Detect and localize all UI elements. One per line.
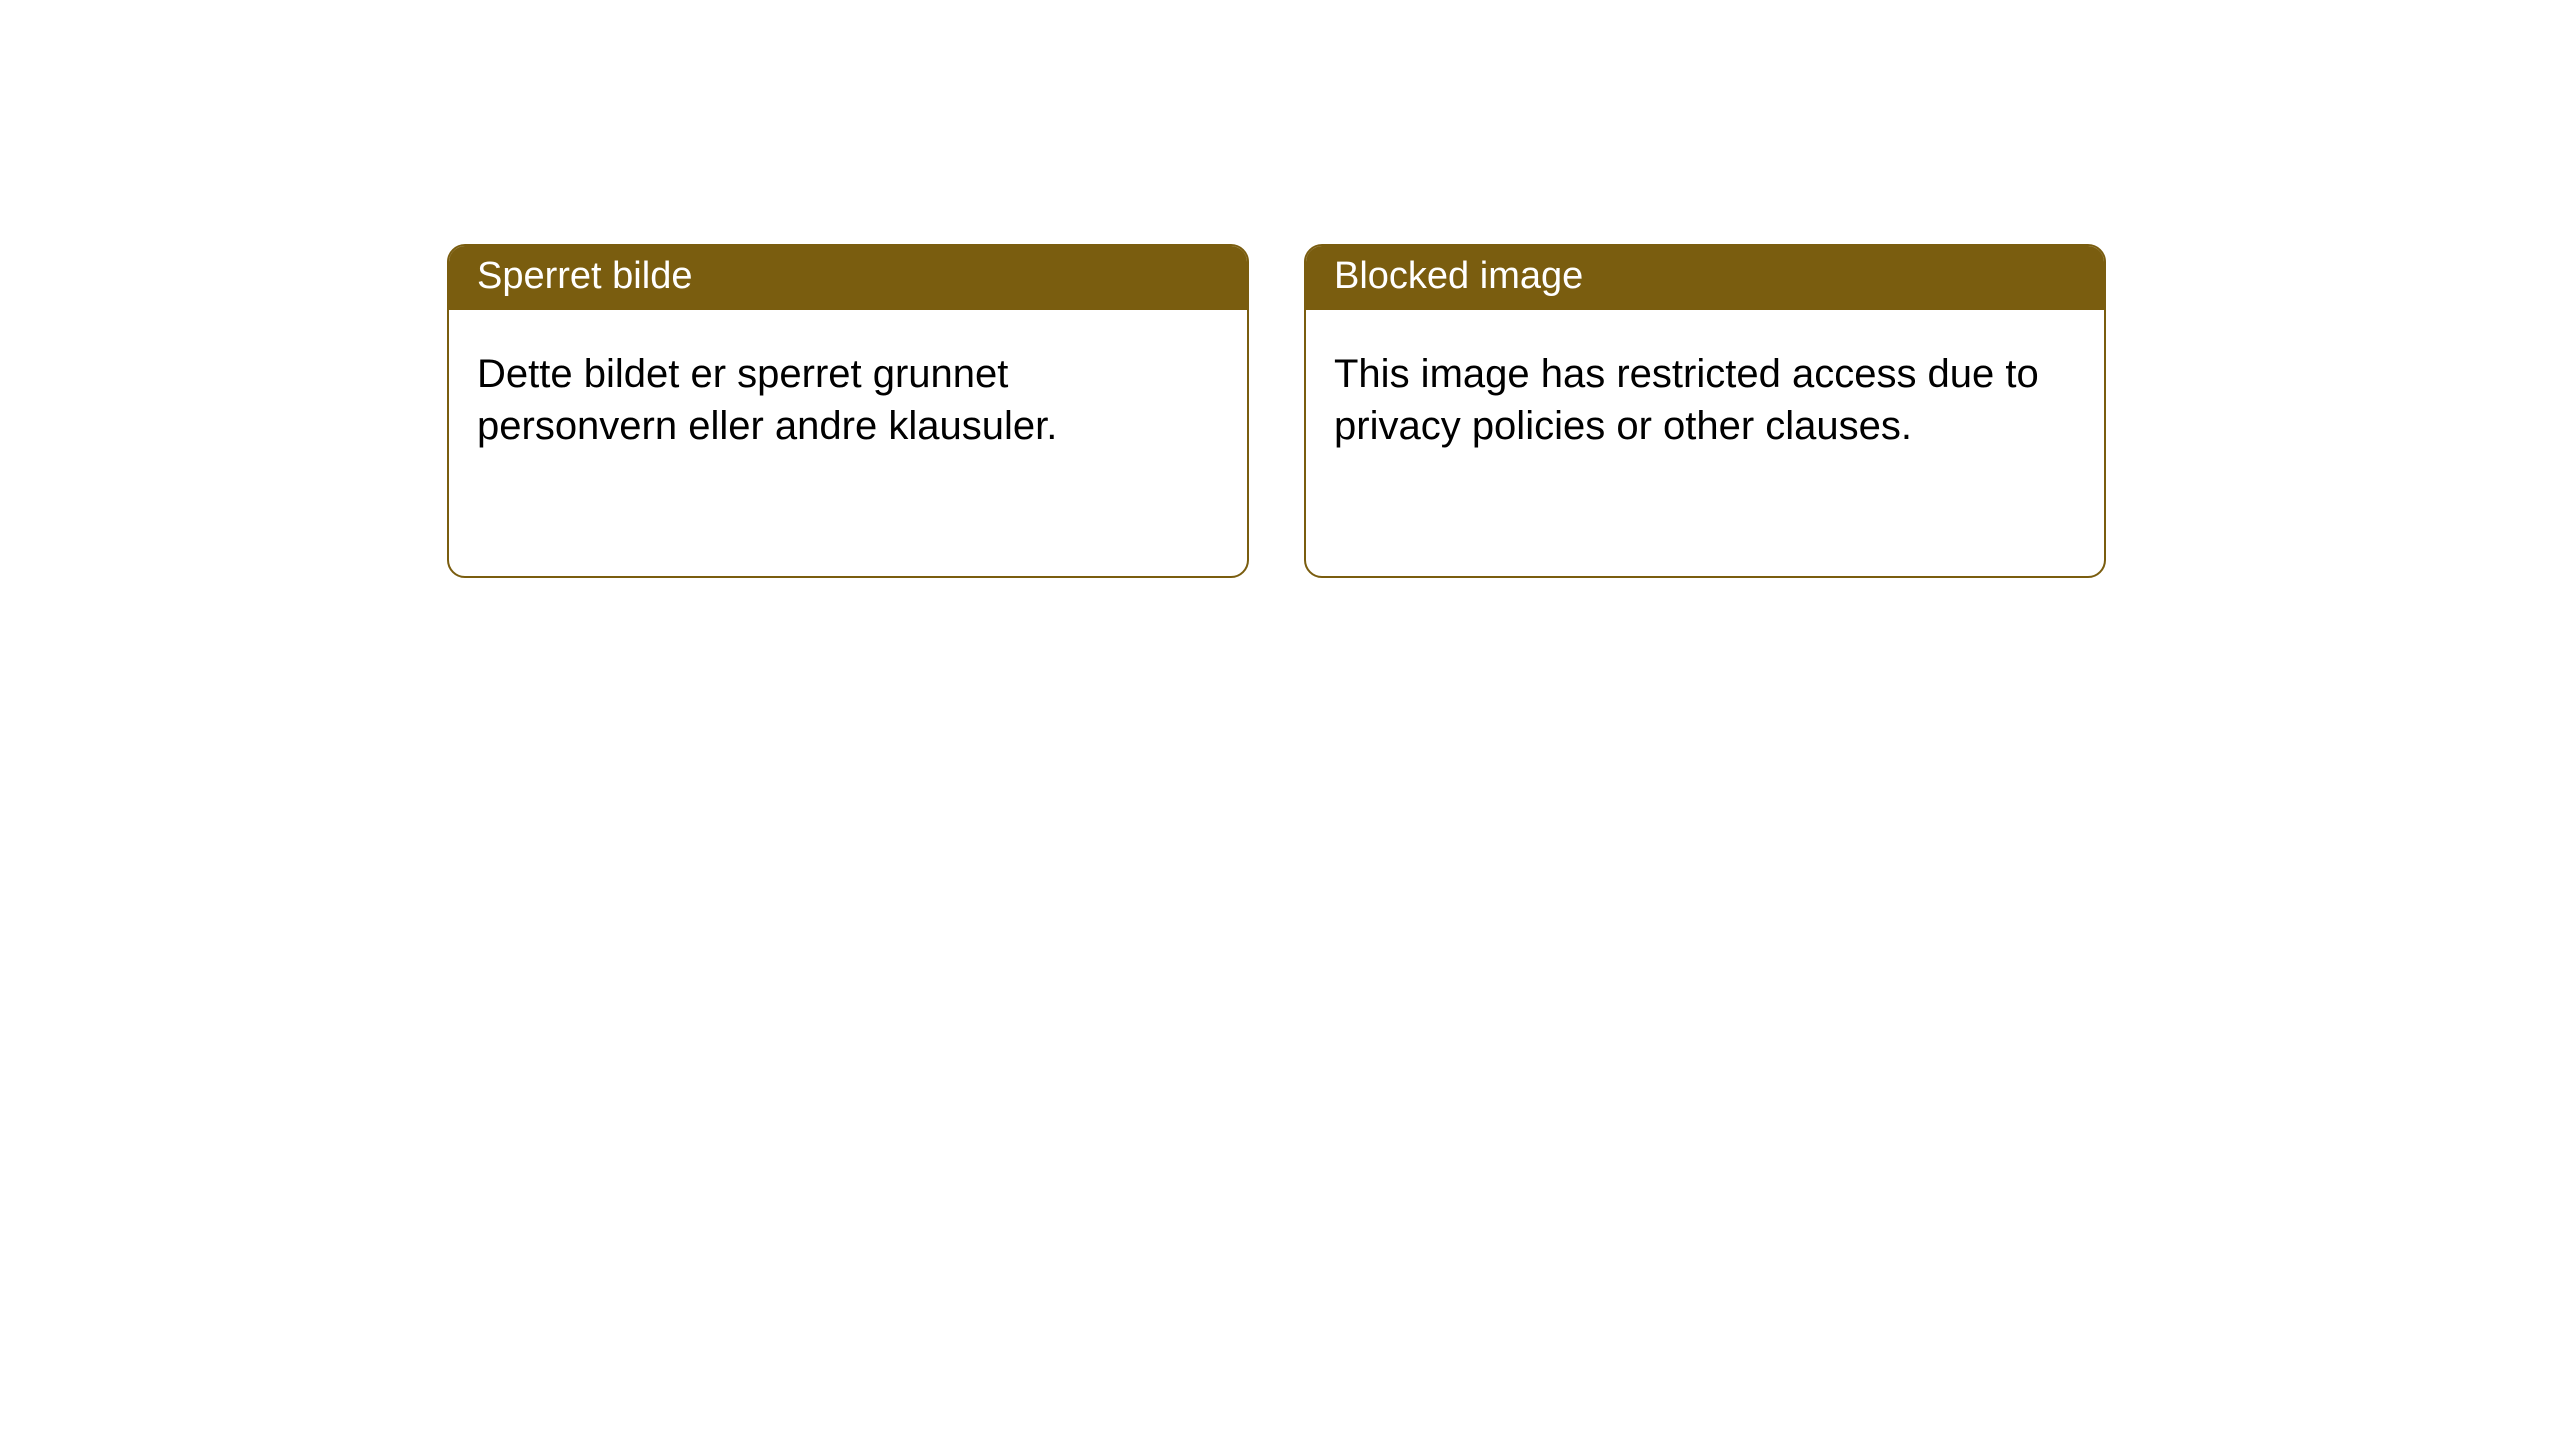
notice-card-english: Blocked image This image has restricted …	[1304, 244, 2106, 578]
notice-container: Sperret bilde Dette bildet er sperret gr…	[0, 0, 2560, 578]
notice-header-english: Blocked image	[1306, 246, 2104, 310]
notice-body-norwegian: Dette bildet er sperret grunnet personve…	[449, 310, 1247, 490]
notice-card-norwegian: Sperret bilde Dette bildet er sperret gr…	[447, 244, 1249, 578]
notice-header-norwegian: Sperret bilde	[449, 246, 1247, 310]
notice-body-english: This image has restricted access due to …	[1306, 310, 2104, 490]
